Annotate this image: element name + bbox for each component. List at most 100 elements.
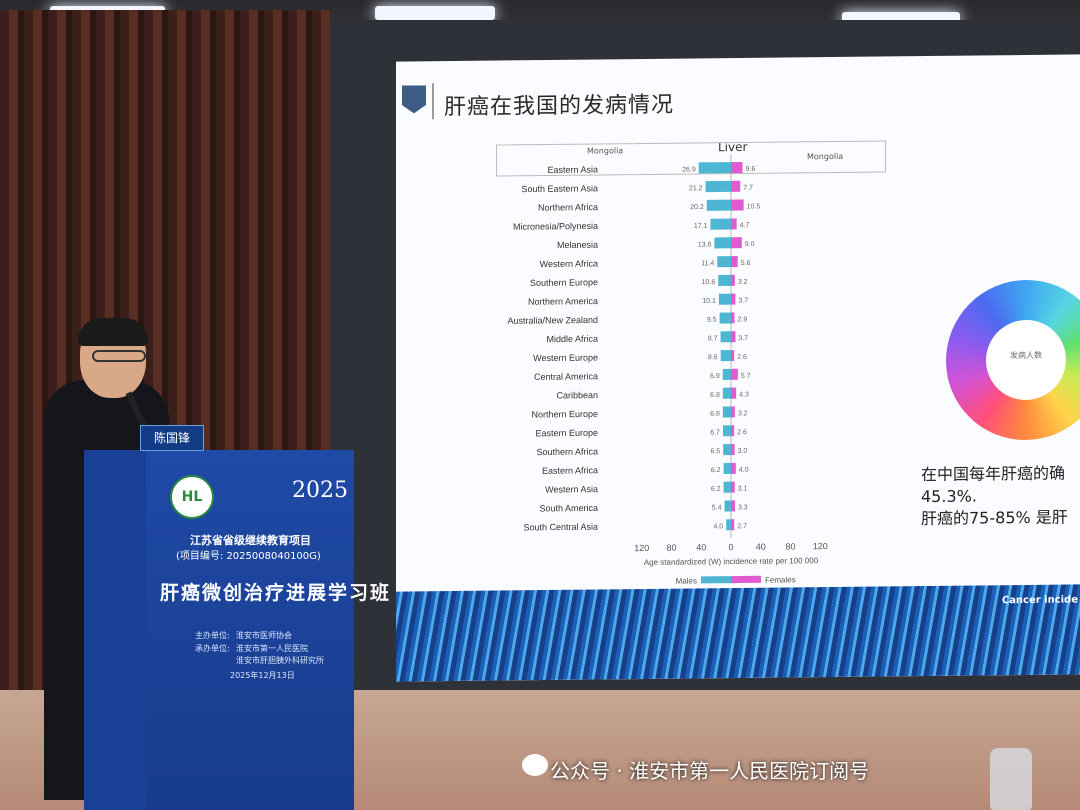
host: 淮安市医师协会 xyxy=(236,631,292,640)
category-label: Western Europe xyxy=(533,352,598,363)
value-label-females: 4.7 xyxy=(740,222,750,229)
value-label-males: 21.2 xyxy=(689,185,703,192)
bar-females xyxy=(731,406,735,418)
bar-females xyxy=(731,256,738,268)
bar-males xyxy=(723,481,731,493)
x-tick-label: 40 xyxy=(756,542,766,552)
tag-left: Mongolia xyxy=(587,146,624,156)
bar-females xyxy=(731,237,742,249)
bar-females xyxy=(731,274,735,286)
value-label-females: 3.1 xyxy=(738,486,748,493)
value-label-males: 6.8 xyxy=(710,392,720,399)
bar-females xyxy=(731,444,735,456)
slide-footer-band xyxy=(396,584,1080,682)
bar-males xyxy=(726,519,732,531)
donut-chart: 发病人数 xyxy=(946,279,1080,441)
value-label-males: 6.2 xyxy=(711,467,721,474)
body-line-1: 在中国每年肝癌的确 xyxy=(921,463,1066,485)
x-tick-label: 120 xyxy=(634,543,649,553)
value-label-males: 26.9 xyxy=(682,166,696,173)
bar-males xyxy=(723,462,731,474)
category-label: South Eastern Asia xyxy=(521,183,598,194)
category-label: Western Africa xyxy=(540,258,598,269)
podium xyxy=(84,450,354,810)
category-label: Central America xyxy=(534,371,598,382)
value-label-females: 3.3 xyxy=(738,504,748,511)
bar-females xyxy=(731,161,743,174)
bar-females xyxy=(731,199,744,211)
value-label-females: 3.7 xyxy=(738,297,748,304)
category-label: Micronesia/Polynesia xyxy=(513,221,598,232)
bar-females xyxy=(731,331,736,343)
ceiling-light xyxy=(375,6,495,20)
host-label: 主办单位: xyxy=(195,631,230,640)
category-label: South America xyxy=(539,503,598,514)
bar-males xyxy=(720,331,731,343)
value-label-females: 10.5 xyxy=(747,203,761,210)
value-label-males: 17.1 xyxy=(694,223,708,230)
x-tick-label: 0 xyxy=(728,542,733,552)
value-label-males: 6.9 xyxy=(710,373,720,380)
value-label-males: 6.8 xyxy=(710,411,720,418)
bar-males xyxy=(718,293,732,305)
body-line-2: 45.3%. xyxy=(921,486,977,507)
bar-males xyxy=(724,500,731,512)
bar-males xyxy=(722,425,731,437)
x-tick-label: 80 xyxy=(666,543,676,553)
value-label-males: 6.2 xyxy=(711,486,721,493)
category-label: Southern Europe xyxy=(530,277,598,288)
x-axis-label: Age standardized (W) incidence rate per … xyxy=(644,556,819,567)
project-name: 江苏省省级继续教育项目 xyxy=(190,534,311,547)
association-logo: HL xyxy=(170,475,214,519)
value-label-females: 7.7 xyxy=(743,185,753,192)
event-date: 2025年12月13日 xyxy=(230,671,295,680)
bar-males xyxy=(714,237,732,249)
value-label-males: 13.8 xyxy=(698,241,712,248)
slide-body-text: 在中国每年肝癌的确 45.3%. 肝癌的75-85% 是肝 xyxy=(921,463,1068,531)
value-label-females: 9.6 xyxy=(746,166,756,173)
bar-females xyxy=(731,218,737,230)
value-label-females: 2.6 xyxy=(737,429,747,436)
value-label-females: 2.6 xyxy=(737,354,747,361)
bar-females xyxy=(731,180,741,192)
bar-males xyxy=(705,180,731,193)
value-label-females: 3.7 xyxy=(738,335,748,342)
bar-males xyxy=(698,162,731,174)
body-line-3: 肝癌的75-85% 是肝 xyxy=(921,507,1068,529)
project-code: (项目编号: 2025008040100G) xyxy=(176,551,321,562)
bar-females xyxy=(731,462,736,474)
water-bottle xyxy=(990,748,1032,810)
category-label: Melanesia xyxy=(557,240,598,250)
bar-females xyxy=(731,387,737,399)
category-label: Eastern Europe xyxy=(535,428,598,439)
bar-females xyxy=(731,293,736,305)
slide-title: 肝癌在我国的发病情况 xyxy=(444,92,675,121)
bar-males xyxy=(706,199,731,211)
glasses xyxy=(92,350,146,362)
projection-screen: 肝癌在我国的发病情况 Liver Mongolia Mongolia Easte… xyxy=(396,54,1080,682)
bar-females xyxy=(731,519,735,531)
category-label: Northern America xyxy=(528,296,598,307)
value-label-males: 11.4 xyxy=(701,260,714,267)
value-label-males: 20.2 xyxy=(690,204,704,211)
category-label: Australia/New Zealand xyxy=(507,315,598,326)
value-label-females: 4.0 xyxy=(739,467,749,474)
category-label: Eastern Africa xyxy=(542,465,598,476)
category-label: Northern Africa xyxy=(538,202,598,213)
bar-males xyxy=(717,256,732,268)
value-label-males: 8.6 xyxy=(708,354,718,361)
value-label-males: 5.4 xyxy=(712,505,722,512)
organizer-1: 淮安市第一人民医院 xyxy=(236,644,308,653)
podium-side xyxy=(84,450,146,810)
value-label-males: 6.7 xyxy=(710,429,720,436)
bar-females xyxy=(731,500,735,512)
bar-males xyxy=(718,274,731,287)
bar-females xyxy=(731,312,735,324)
title-divider xyxy=(432,83,434,120)
speaker-hair xyxy=(78,318,148,346)
bar-females xyxy=(731,481,735,493)
value-label-females: 3.2 xyxy=(738,410,748,417)
bar-males xyxy=(719,312,732,324)
value-label-females: 9.0 xyxy=(745,241,755,248)
bar-females xyxy=(731,368,738,380)
